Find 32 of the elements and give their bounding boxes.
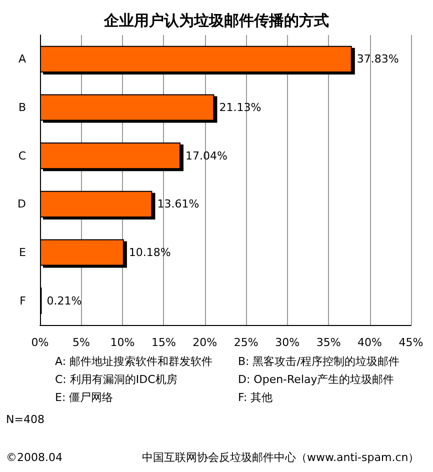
- text: D: Open-Relay产生的垃圾邮件: [238, 373, 394, 386]
- data-label: 17.04%: [185, 149, 228, 162]
- data-label: 21.13%: [219, 101, 262, 114]
- x-tick-label: 0%: [31, 336, 49, 349]
- text: ©2008.04: [6, 451, 62, 464]
- data-label: 0.21%: [46, 294, 82, 308]
- data-label: 10.18%: [128, 246, 171, 259]
- x-tick-label: 20%: [192, 336, 218, 349]
- text: C: 利用有漏洞的IDC机房: [55, 373, 178, 386]
- x-tick-label: 15%: [151, 336, 176, 349]
- x-tick-label: 35%: [316, 336, 341, 349]
- y-tick-label: D: [18, 198, 26, 211]
- text: 中国互联网协会反垃圾邮件中心（www.anti-spam.cn）: [142, 451, 420, 464]
- x-tick-label: 45%: [398, 336, 424, 349]
- y-tick-label: E: [19, 246, 26, 259]
- x-tick-label: 25%: [234, 336, 258, 349]
- y-tick-label: C: [18, 149, 26, 162]
- y-tick-label: F: [20, 294, 26, 308]
- y-tick-label: B: [18, 101, 26, 114]
- x-tick-label: 30%: [275, 336, 300, 349]
- x-tick-label: 40%: [358, 336, 382, 349]
- x-tick-label: 10%: [110, 336, 135, 349]
- text: F: 其他: [238, 391, 273, 404]
- chart-title: 企业用户认为垃圾邮件传播的方式: [103, 12, 329, 30]
- y-tick-label: A: [18, 52, 26, 66]
- text: E: 僵尸网络: [55, 391, 114, 404]
- data-label: 37.83%: [356, 52, 399, 66]
- text: B: 黑客攻击/程序控制的垃圾邮件: [238, 355, 400, 368]
- x-tick-label: 5%: [72, 336, 90, 349]
- text: A: 邮件地址搜索软件和群发软件: [55, 355, 213, 368]
- text: N=408: [6, 413, 44, 426]
- data-label: 13.61%: [157, 198, 200, 211]
